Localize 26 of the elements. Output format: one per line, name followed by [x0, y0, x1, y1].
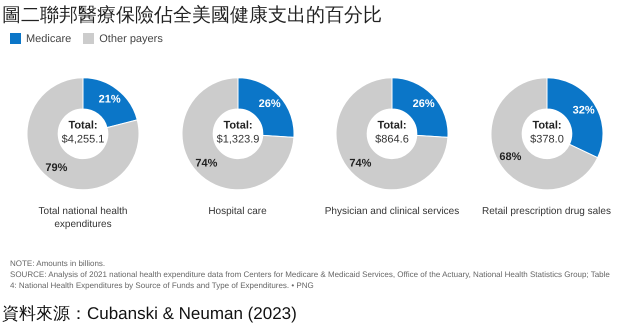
- text: Physician and clinical services: [324, 205, 460, 218]
- data-label: 21%: [98, 94, 121, 106]
- data-label: 74%: [349, 158, 372, 170]
- data-label: 26%: [258, 98, 280, 110]
- text: Hospital care: [207, 205, 268, 218]
- data-label: 68%: [498, 151, 522, 164]
- chart-title: 圖二聯邦醫療保險佔全美國健康支出的百分比: [2, 4, 382, 28]
- source-note: SOURCE: Analysis of 2021 national health expenditure data from Centers for Medicare & Medicaid Services, Office of the Actuary, National Health Statistics Group; Table 4: National Health Expenditures by Source of Funds and Type of Expenditures. • PNG: [10, 269, 610, 291]
- source-note: 資料來源：Cubanski & Neuman (2023): [2, 303, 297, 325]
- text: Total:: [377, 120, 407, 132]
- text: $4,255.1: [62, 134, 104, 146]
- data-label: 32%: [572, 104, 594, 117]
- text: $378.0: [530, 134, 564, 146]
- text: $1,323.9: [216, 134, 259, 146]
- text: Retail prescription drug sales: [481, 205, 612, 218]
- text: Total national health expenditures: [38, 205, 128, 231]
- text: NOTE: Amounts in billions.: [10, 258, 106, 269]
- legend-label: Other payers: [98, 33, 163, 45]
- text: Total:: [222, 120, 252, 132]
- legend-label: Medicare: [25, 33, 72, 45]
- text: $864.6: [375, 134, 409, 146]
- text: Total:: [68, 120, 98, 132]
- data-label: 79%: [45, 162, 68, 174]
- text: Total:: [532, 120, 562, 132]
- data-label: 26%: [412, 98, 435, 110]
- data-label: 74%: [194, 158, 218, 170]
